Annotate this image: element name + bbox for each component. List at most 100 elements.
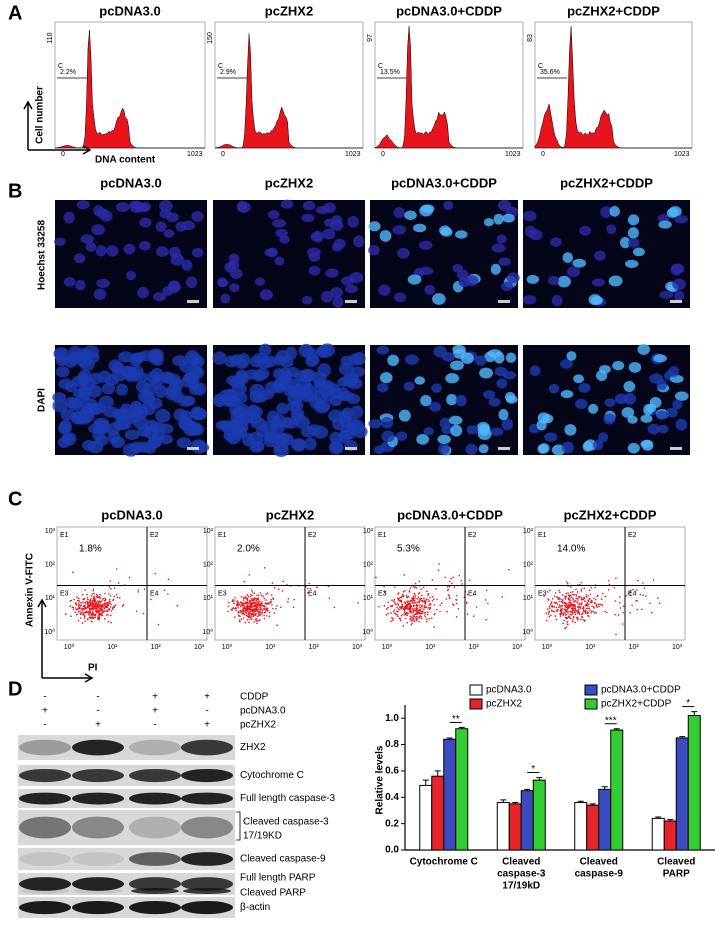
event-dot [593, 612, 596, 614]
error-bar [589, 803, 596, 806]
event-dot [590, 611, 593, 614]
event-dot [637, 579, 639, 582]
quadrant-label: E4 [308, 590, 317, 597]
nucleus [272, 219, 287, 228]
event-dot [590, 587, 593, 589]
event-dot [432, 598, 435, 600]
nucleus [627, 227, 639, 239]
nucleus [106, 245, 119, 257]
nucleus [166, 212, 179, 223]
event-dot [564, 604, 566, 607]
nucleus [321, 391, 337, 402]
nucleus [301, 295, 313, 305]
event-dot [333, 606, 336, 609]
nucleus [413, 223, 427, 233]
event-dot [277, 588, 280, 590]
event-dot [558, 589, 560, 592]
gate-percent: 2.2% [60, 69, 76, 76]
y-tick-label: 10⁰ [362, 628, 373, 636]
event-dot [392, 617, 394, 620]
event-dot [585, 596, 588, 598]
event-dot [86, 600, 88, 603]
event-dot [405, 604, 408, 606]
event-dot [565, 611, 568, 613]
blot-band [129, 768, 181, 783]
event-dot [397, 592, 400, 594]
nucleus [627, 415, 638, 424]
event-dot [263, 605, 265, 608]
nucleus [264, 248, 277, 257]
event-dot [419, 608, 421, 611]
nucleus [621, 407, 635, 418]
event-dot [472, 593, 475, 596]
event-dot [259, 606, 262, 609]
event-dot [393, 609, 396, 611]
event-dot [404, 614, 406, 616]
nucleus [368, 221, 381, 232]
event-dot [583, 596, 585, 599]
event-dot [121, 605, 124, 607]
event-dot [387, 612, 389, 615]
event-dot [227, 610, 229, 613]
event-dot [79, 617, 82, 619]
event-dot [282, 580, 284, 583]
band-label: Cleaved PARP [240, 888, 306, 899]
event-dot [258, 620, 260, 622]
nucleus [419, 266, 434, 276]
blot-band [72, 900, 124, 915]
event-dot [588, 589, 591, 592]
event-dot [567, 610, 569, 613]
nucleus [496, 378, 508, 389]
event-dot [404, 605, 407, 608]
event-dot [425, 598, 428, 601]
event-dot [245, 613, 248, 615]
event-dot [545, 619, 548, 622]
event-dot [74, 607, 77, 609]
event-dot [93, 592, 95, 595]
event-dot [95, 602, 98, 604]
event-dot [417, 593, 420, 595]
event-dot [80, 604, 83, 606]
nucleus [75, 279, 86, 291]
event-dot [102, 611, 104, 613]
nucleus [219, 389, 235, 403]
y-tick-label: 10³ [363, 528, 374, 535]
blot-band [72, 877, 124, 891]
nucleus [303, 437, 317, 451]
nucleus [325, 268, 339, 278]
blot-band [72, 768, 124, 783]
event-dot [88, 604, 91, 606]
nucleus [561, 441, 574, 454]
event-dot [430, 617, 433, 619]
event-dot [269, 600, 272, 603]
event-dot [237, 604, 239, 607]
event-dot [427, 607, 430, 609]
scale-bar [345, 447, 357, 450]
event-dot [565, 604, 568, 606]
event-dot [448, 597, 451, 600]
nucleus [73, 253, 86, 264]
event-dot [412, 600, 415, 602]
event-dot [240, 596, 243, 598]
nucleus [253, 392, 268, 403]
event-dot [101, 614, 104, 617]
event-dot [421, 600, 424, 603]
event-dot [250, 599, 253, 601]
event-dot [582, 619, 585, 621]
scale-bar [187, 300, 199, 303]
event-dot [572, 597, 574, 600]
nucleus [588, 294, 602, 306]
event-dot [104, 618, 106, 620]
event-dot [433, 626, 435, 628]
legend-label: pcDNA3.0 [486, 685, 532, 696]
event-dot [95, 596, 98, 598]
event-dot [287, 597, 290, 600]
nucleus [498, 257, 511, 266]
y-tick-label: 10¹ [363, 595, 374, 602]
event-dot [248, 600, 251, 602]
event-dot [618, 596, 621, 598]
event-dot [398, 608, 401, 611]
nucleus [181, 259, 193, 271]
event-dot [450, 577, 452, 580]
dna-histogram [534, 25, 692, 149]
